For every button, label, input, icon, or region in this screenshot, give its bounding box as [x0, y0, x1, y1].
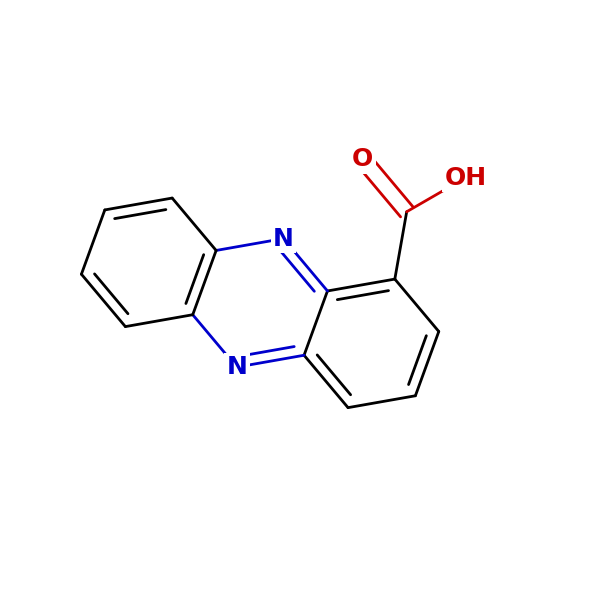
Text: O: O	[352, 148, 373, 172]
Text: OH: OH	[445, 166, 487, 190]
Text: N: N	[226, 355, 247, 379]
Text: N: N	[273, 227, 294, 251]
